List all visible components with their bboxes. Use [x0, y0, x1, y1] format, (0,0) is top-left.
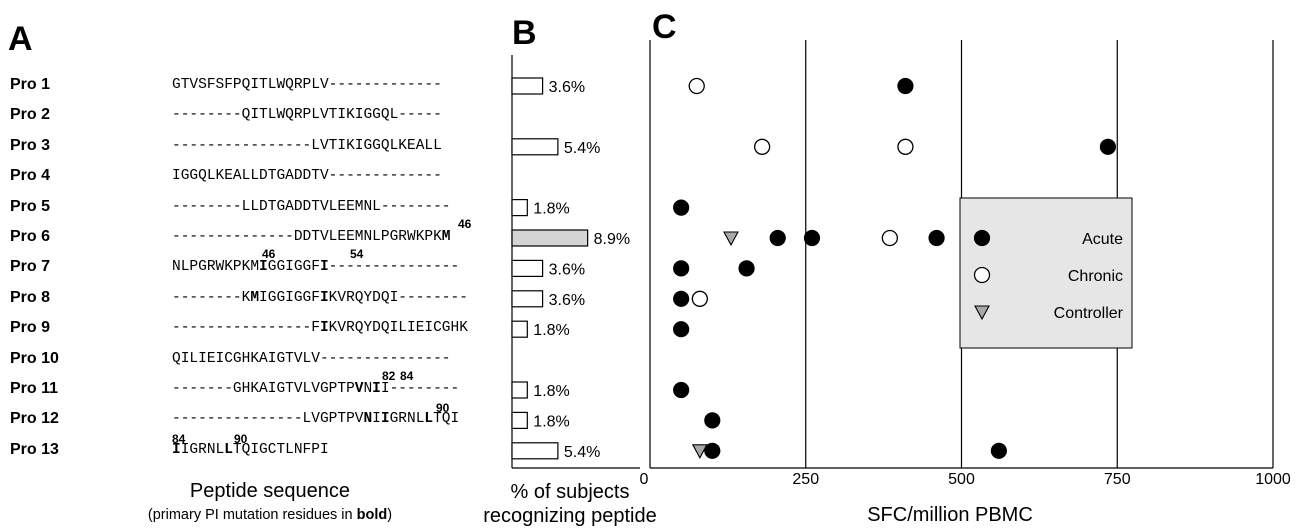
percent-bar: [511, 381, 528, 399]
peptide-sequence: ----------------FIKVRQYDQILIEICGHK: [172, 320, 468, 337]
acute-point: [673, 260, 690, 277]
percent-bar: [511, 259, 544, 277]
residue-number: 90: [234, 432, 248, 446]
percent-bar: [511, 199, 528, 217]
residue-number: 46: [458, 217, 472, 231]
peptide-sequence: ---------------LVGPTPVNIIGRNLLTQI: [172, 411, 460, 428]
acute-point: [803, 229, 821, 247]
peptide-sequence: --------------DDTVLEEMNLPGRWKPKM: [172, 229, 451, 245]
acute-legend-marker: [973, 229, 991, 247]
x-tick-label: 500: [948, 471, 975, 488]
percent-bar: [511, 77, 544, 95]
peptide-name: Pro 3: [10, 136, 51, 154]
percent-bar: [511, 320, 528, 338]
percent-bar-label: 1.8%: [533, 413, 569, 430]
chronic-point: [753, 138, 771, 155]
peptide-sequence: --------LLDTGADDTVLEEMNL--------: [172, 198, 451, 215]
peptide-name: Pro 9: [10, 319, 51, 337]
percent-bar-label: 1.8%: [533, 383, 569, 400]
caption-a-title: Peptide sequence: [189, 480, 351, 502]
peptide-sequence: -------GHKAIGTVLVGPTPVNII--------: [172, 381, 460, 397]
peptide-name: Pro 7: [10, 258, 51, 276]
acute-point: [704, 442, 721, 459]
percent-bar: [511, 229, 589, 247]
legend-label: Acute: [1082, 231, 1123, 248]
percent-bar-label: 3.6%: [549, 79, 585, 96]
acute-point: [897, 77, 914, 95]
percent-bar-label: 1.8%: [533, 201, 569, 218]
residue-number: 90: [436, 401, 450, 415]
peptide-name: Pro 12: [10, 410, 59, 428]
caption-b-line2: recognizing peptide: [483, 505, 657, 527]
caption-a-subtitle: (primary PI mutation residues in bold): [147, 507, 393, 523]
peptide-sequence: GTVSFSFPQITLWQRPLV-------------: [172, 77, 442, 93]
peptide-sequence: --------KMIGGIGGFIKVRQYDQI--------: [172, 289, 468, 306]
chronic-legend-marker: [973, 266, 991, 284]
peptide-sequence: NLPGRWKPKMIGGIGGFI---------------: [172, 259, 460, 276]
acute-point: [673, 321, 690, 338]
peptide-name: Pro 5: [10, 197, 51, 215]
peptide-sequence: --------QITLWQRPLVTIKIGGQL-----: [172, 107, 442, 124]
percent-bar-label: 8.9%: [594, 231, 630, 248]
legend-label: Controller: [1054, 305, 1124, 322]
residue-number: 84: [172, 432, 186, 446]
x-axis-label: SFC/million PBMC: [867, 504, 1033, 526]
legend: Acute Chronic Controller: [959, 197, 1133, 349]
legend-label: Chronic: [1068, 268, 1123, 285]
controller-point: [723, 231, 739, 247]
peptide-name: Pro 13: [10, 440, 59, 458]
percent-bar-label: 5.4%: [564, 140, 600, 157]
panel-c-letter: C: [652, 8, 677, 46]
peptide-name: Pro 6: [10, 228, 51, 245]
peptide-name: Pro 4: [10, 167, 51, 185]
percent-bar: [511, 138, 559, 156]
percent-bar-label: 3.6%: [549, 292, 585, 309]
peptide-name: Pro 2: [10, 106, 51, 124]
chronic-point: [881, 229, 899, 247]
acute-point: [1099, 138, 1117, 155]
percent-bar: [511, 290, 544, 308]
peptide-name: Pro 10: [10, 349, 59, 367]
sfc-scatter-plot: 0 250 500 750 1000 SFC/million PBMC Acute Chr…: [640, 40, 1291, 526]
acute-point: [738, 260, 755, 277]
acute-point: [673, 290, 690, 307]
peptide-sequence: ----------------LVTIKIGGQLKEALL: [172, 137, 442, 154]
percent-bar: [511, 442, 559, 460]
percent-bar-label: 1.8%: [533, 322, 569, 339]
caption-b-line1: % of subjects: [510, 481, 630, 503]
x-tick-label: 0: [640, 471, 649, 488]
peptide-sequence: IIGRNLLTQIGCTLNFPI: [172, 441, 329, 458]
peptide-name: Pro 8: [10, 288, 51, 306]
peptide-sequence: QILIEICGHKAIGTVLV---------------: [172, 350, 451, 367]
panel-a-letter: A: [8, 20, 33, 58]
acute-point: [990, 442, 1007, 459]
percent-bar-chart: 3.6% 5.4% 1.8% 8.9% 3.6% 3.6% 1.8% 1.8% 1.8% 5.4%: [511, 55, 640, 469]
residue-number: 84: [400, 369, 414, 383]
x-tick-label: 750: [1104, 471, 1131, 488]
percent-bar-label: 5.4%: [564, 444, 600, 461]
controller-point: [691, 444, 708, 459]
chronic-point: [691, 290, 708, 307]
controller-legend-marker: [974, 305, 990, 321]
panel-b-letter: B: [512, 14, 537, 52]
acute-point: [704, 412, 721, 429]
acute-point: [673, 381, 690, 399]
x-tick-label: 250: [792, 471, 819, 488]
acute-point: [769, 229, 786, 247]
peptide-name: Pro 11: [10, 380, 59, 397]
residue-number: 54: [350, 247, 364, 261]
chronic-point: [897, 138, 914, 155]
x-tick-label: 1000: [1255, 471, 1291, 488]
residue-number: 46: [262, 247, 276, 261]
residue-number: 82: [382, 369, 396, 383]
peptide-name: Pro 1: [10, 76, 51, 93]
peptide-sequence: IGGQLKEALLDTGADDTV-------------: [172, 168, 442, 185]
chronic-point: [688, 77, 705, 95]
percent-bar: [511, 411, 528, 429]
acute-point: [928, 229, 945, 247]
percent-bar-label: 3.6%: [549, 261, 585, 278]
acute-point: [673, 199, 690, 216]
